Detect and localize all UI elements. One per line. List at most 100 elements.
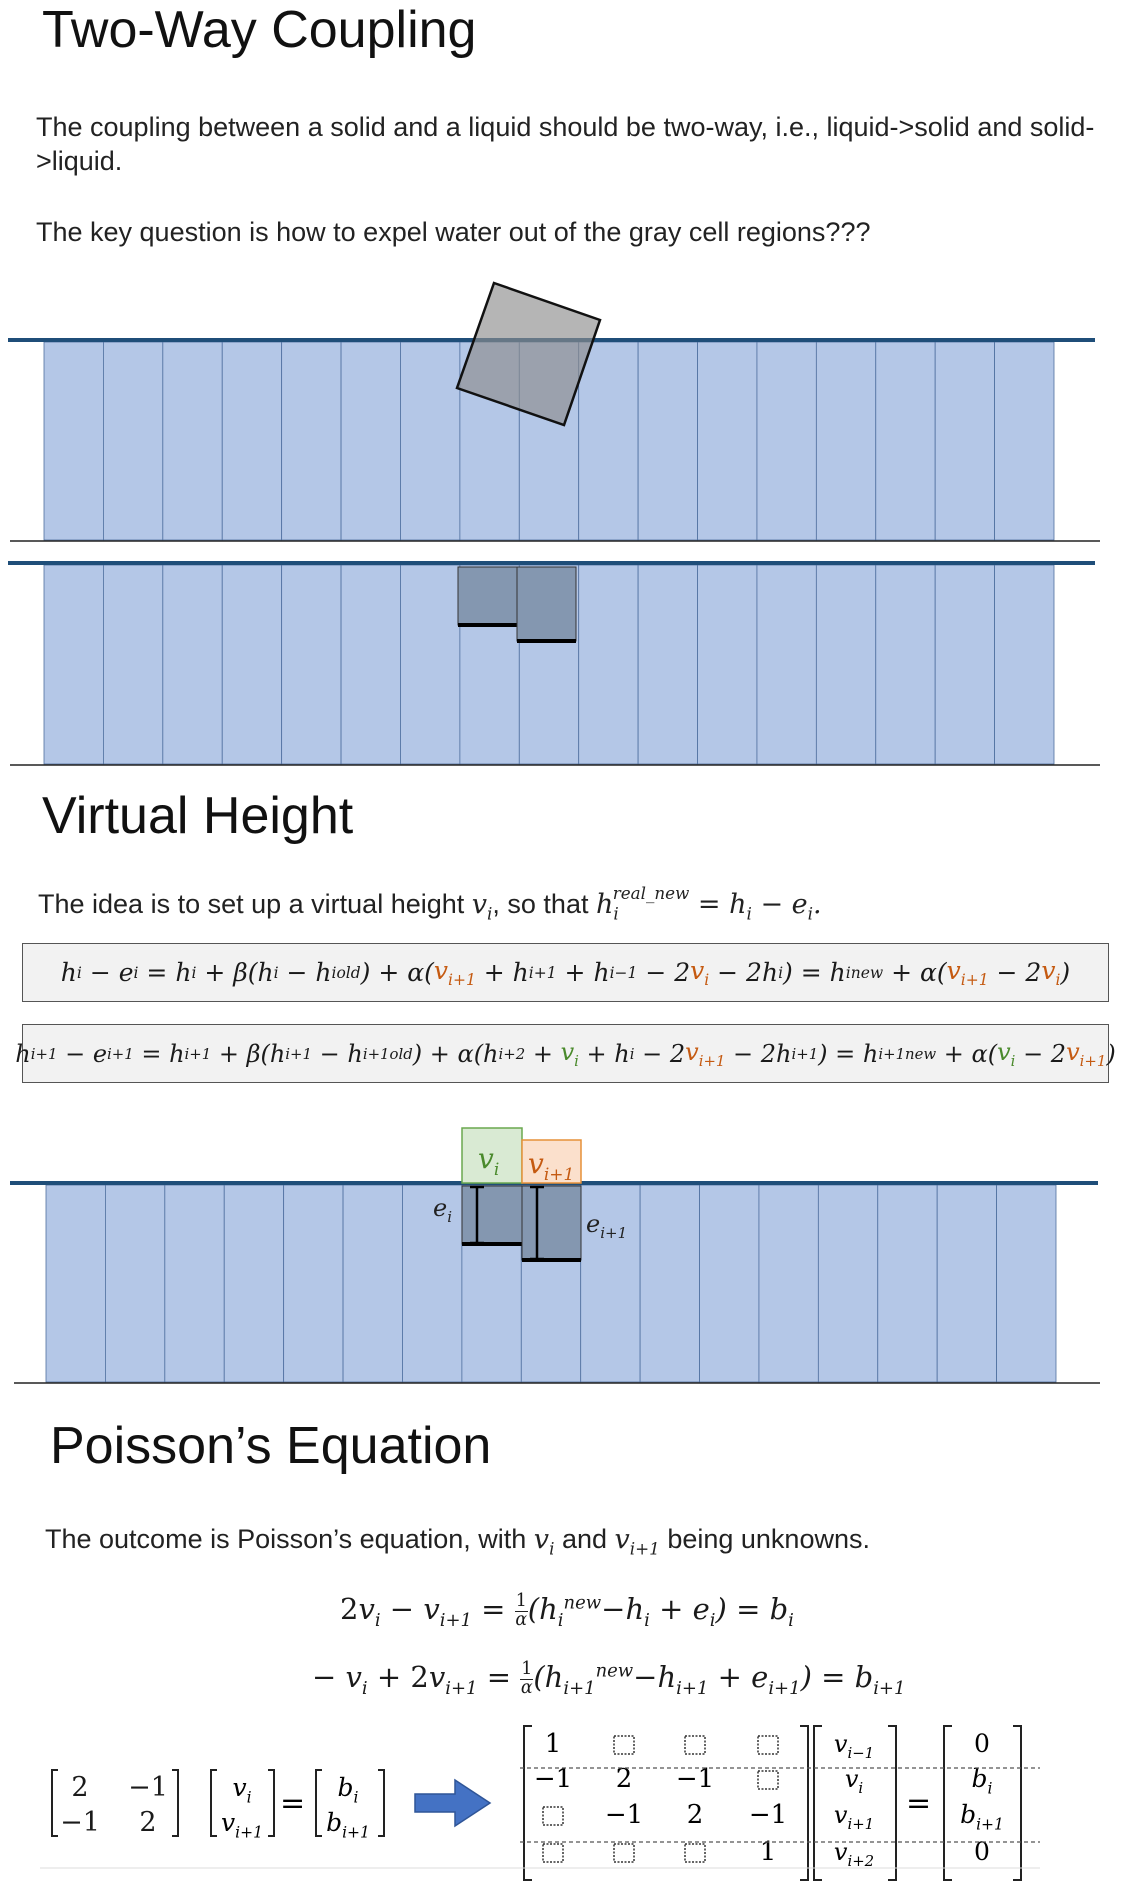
- equation-box-i1: h i+1 − e i+1 = h i+1 + β(h i+1 − h i+1 old) +…: [15, 1024, 1116, 1083]
- water-diagram-rotated-box: [8, 281, 1100, 542]
- water-column: [815, 341, 877, 541]
- vector-entry: vi−1: [834, 1730, 874, 1762]
- svg-text:=: =: [906, 1786, 931, 1821]
- water-column: [221, 564, 283, 765]
- solid-cell-i: [461, 1185, 523, 1245]
- water-column: [340, 564, 401, 765]
- paragraph-poisson-outcome: The outcome is Poisson’s equation, with …: [45, 1524, 870, 1559]
- vector-entry: bi+1: [960, 1800, 1004, 1833]
- water-column: [578, 341, 639, 541]
- water-diagram-virtual-height: vi vi+1 ei ei+1: [10, 1127, 1100, 1384]
- water-column: [400, 341, 461, 541]
- water-column: [281, 564, 342, 765]
- svg-text:=: =: [280, 1786, 305, 1821]
- water-column: [43, 341, 104, 541]
- poisson-equation-2: − vi + 2vi+1 = 1 α (hi+1new−hi+1 + ei+1) =…: [312, 1659, 906, 1699]
- matrix-entry: −1: [676, 1764, 714, 1794]
- water-column: [934, 564, 995, 765]
- water-column: [936, 1184, 997, 1383]
- water-column: [875, 341, 936, 541]
- big-x-vector: vi−1vi vi+1 vi+2: [813, 1725, 897, 1881]
- vector-entry: 0: [974, 1837, 990, 1866]
- poisson-equation-1: 2vi − vi+1 = 1 α (hinew−hi + ei) = bi: [340, 1591, 794, 1631]
- title-poisson: Poisson’s Equation: [50, 1417, 492, 1475]
- water-column: [105, 1184, 166, 1383]
- solid-block-rotated: [455, 281, 602, 427]
- paragraph-virtual-height: The idea is to set up a virtual height v…: [38, 883, 822, 924]
- title-virtual-height: Virtual Height: [42, 787, 354, 845]
- matrix-entry: 2: [71, 1772, 88, 1803]
- water-columns-2: [43, 564, 1055, 765]
- water-column: [221, 341, 283, 541]
- matrix-entry: −1: [605, 1800, 643, 1830]
- water-column: [342, 1184, 403, 1383]
- water-column: [756, 564, 817, 765]
- water-diagram-displaced-cells: [8, 561, 1100, 766]
- water-column: [578, 564, 639, 765]
- water-column: [637, 341, 698, 541]
- matrix-entry: −1: [60, 1807, 100, 1838]
- water-column: [934, 341, 995, 541]
- matrix-entry: 2: [139, 1807, 156, 1838]
- matrix-entry: 2: [687, 1800, 704, 1830]
- water-column: [758, 1184, 819, 1383]
- water-column: [45, 1184, 106, 1383]
- vector-entry: vi+1: [221, 1808, 263, 1841]
- water-column: [103, 341, 164, 541]
- solid-cell-i1: [516, 566, 577, 642]
- placeholder-box: [757, 1770, 779, 1790]
- matrix-entry: 2: [616, 1764, 633, 1794]
- placeholder-box: [757, 1735, 779, 1755]
- water-column: [815, 564, 877, 765]
- water-column: [223, 1184, 285, 1383]
- water-columns-1: [43, 341, 1055, 541]
- water-column: [283, 1184, 344, 1383]
- solid-cell-i: [457, 566, 518, 626]
- water-column: [400, 564, 461, 765]
- solid-cell-i1: [521, 1185, 582, 1261]
- vector-entry: bi: [972, 1764, 993, 1797]
- arrow-ei1: [530, 1185, 544, 1261]
- water-column: [580, 1184, 641, 1383]
- matrix-entry: −1: [128, 1772, 168, 1803]
- vector-entry: vi+1: [834, 1801, 874, 1833]
- label-ei1: ei+1: [586, 1210, 627, 1242]
- matrix-entry: −1: [534, 1764, 572, 1794]
- water-column: [817, 1184, 879, 1383]
- vector-entry: bi+1: [326, 1808, 370, 1841]
- water-column: [639, 1184, 700, 1383]
- paragraph-coupling: The coupling between a solid and a liqui…: [36, 112, 1095, 176]
- water-column: [996, 1184, 1057, 1383]
- big-matrix: 1 −1 2 −1 −1 2 −1 1: [523, 1725, 809, 1881]
- placeholder-box: [684, 1843, 706, 1863]
- water-column: [340, 341, 401, 541]
- water-column: [699, 1184, 760, 1383]
- label-vi: vi: [478, 1142, 499, 1180]
- small-matrix: 2 −1 −1 2: [51, 1769, 179, 1838]
- placeholder-box: [613, 1735, 635, 1755]
- vector-entry: vi: [232, 1773, 251, 1806]
- vector-entry: bi: [338, 1773, 359, 1806]
- title-two-way-coupling: Two-Way Coupling: [42, 1, 477, 59]
- water-column: [103, 564, 164, 765]
- virtual-height-box-vi: [461, 1127, 523, 1184]
- water-column: [281, 341, 342, 541]
- water-column: [697, 564, 758, 765]
- virtual-height-box-vi1: [521, 1139, 582, 1184]
- arrow-ei: [470, 1185, 484, 1245]
- placeholder-box: [684, 1735, 706, 1755]
- water-column: [756, 341, 817, 541]
- label-vi1: vi+1: [528, 1147, 574, 1185]
- vector-entry: 0: [974, 1729, 990, 1758]
- water-column: [994, 564, 1055, 765]
- water-column: [637, 564, 698, 765]
- water-column: [164, 1184, 225, 1383]
- vector-entry: vi: [845, 1765, 864, 1797]
- label-ei: ei: [433, 1194, 452, 1226]
- placeholder-box: [542, 1806, 564, 1826]
